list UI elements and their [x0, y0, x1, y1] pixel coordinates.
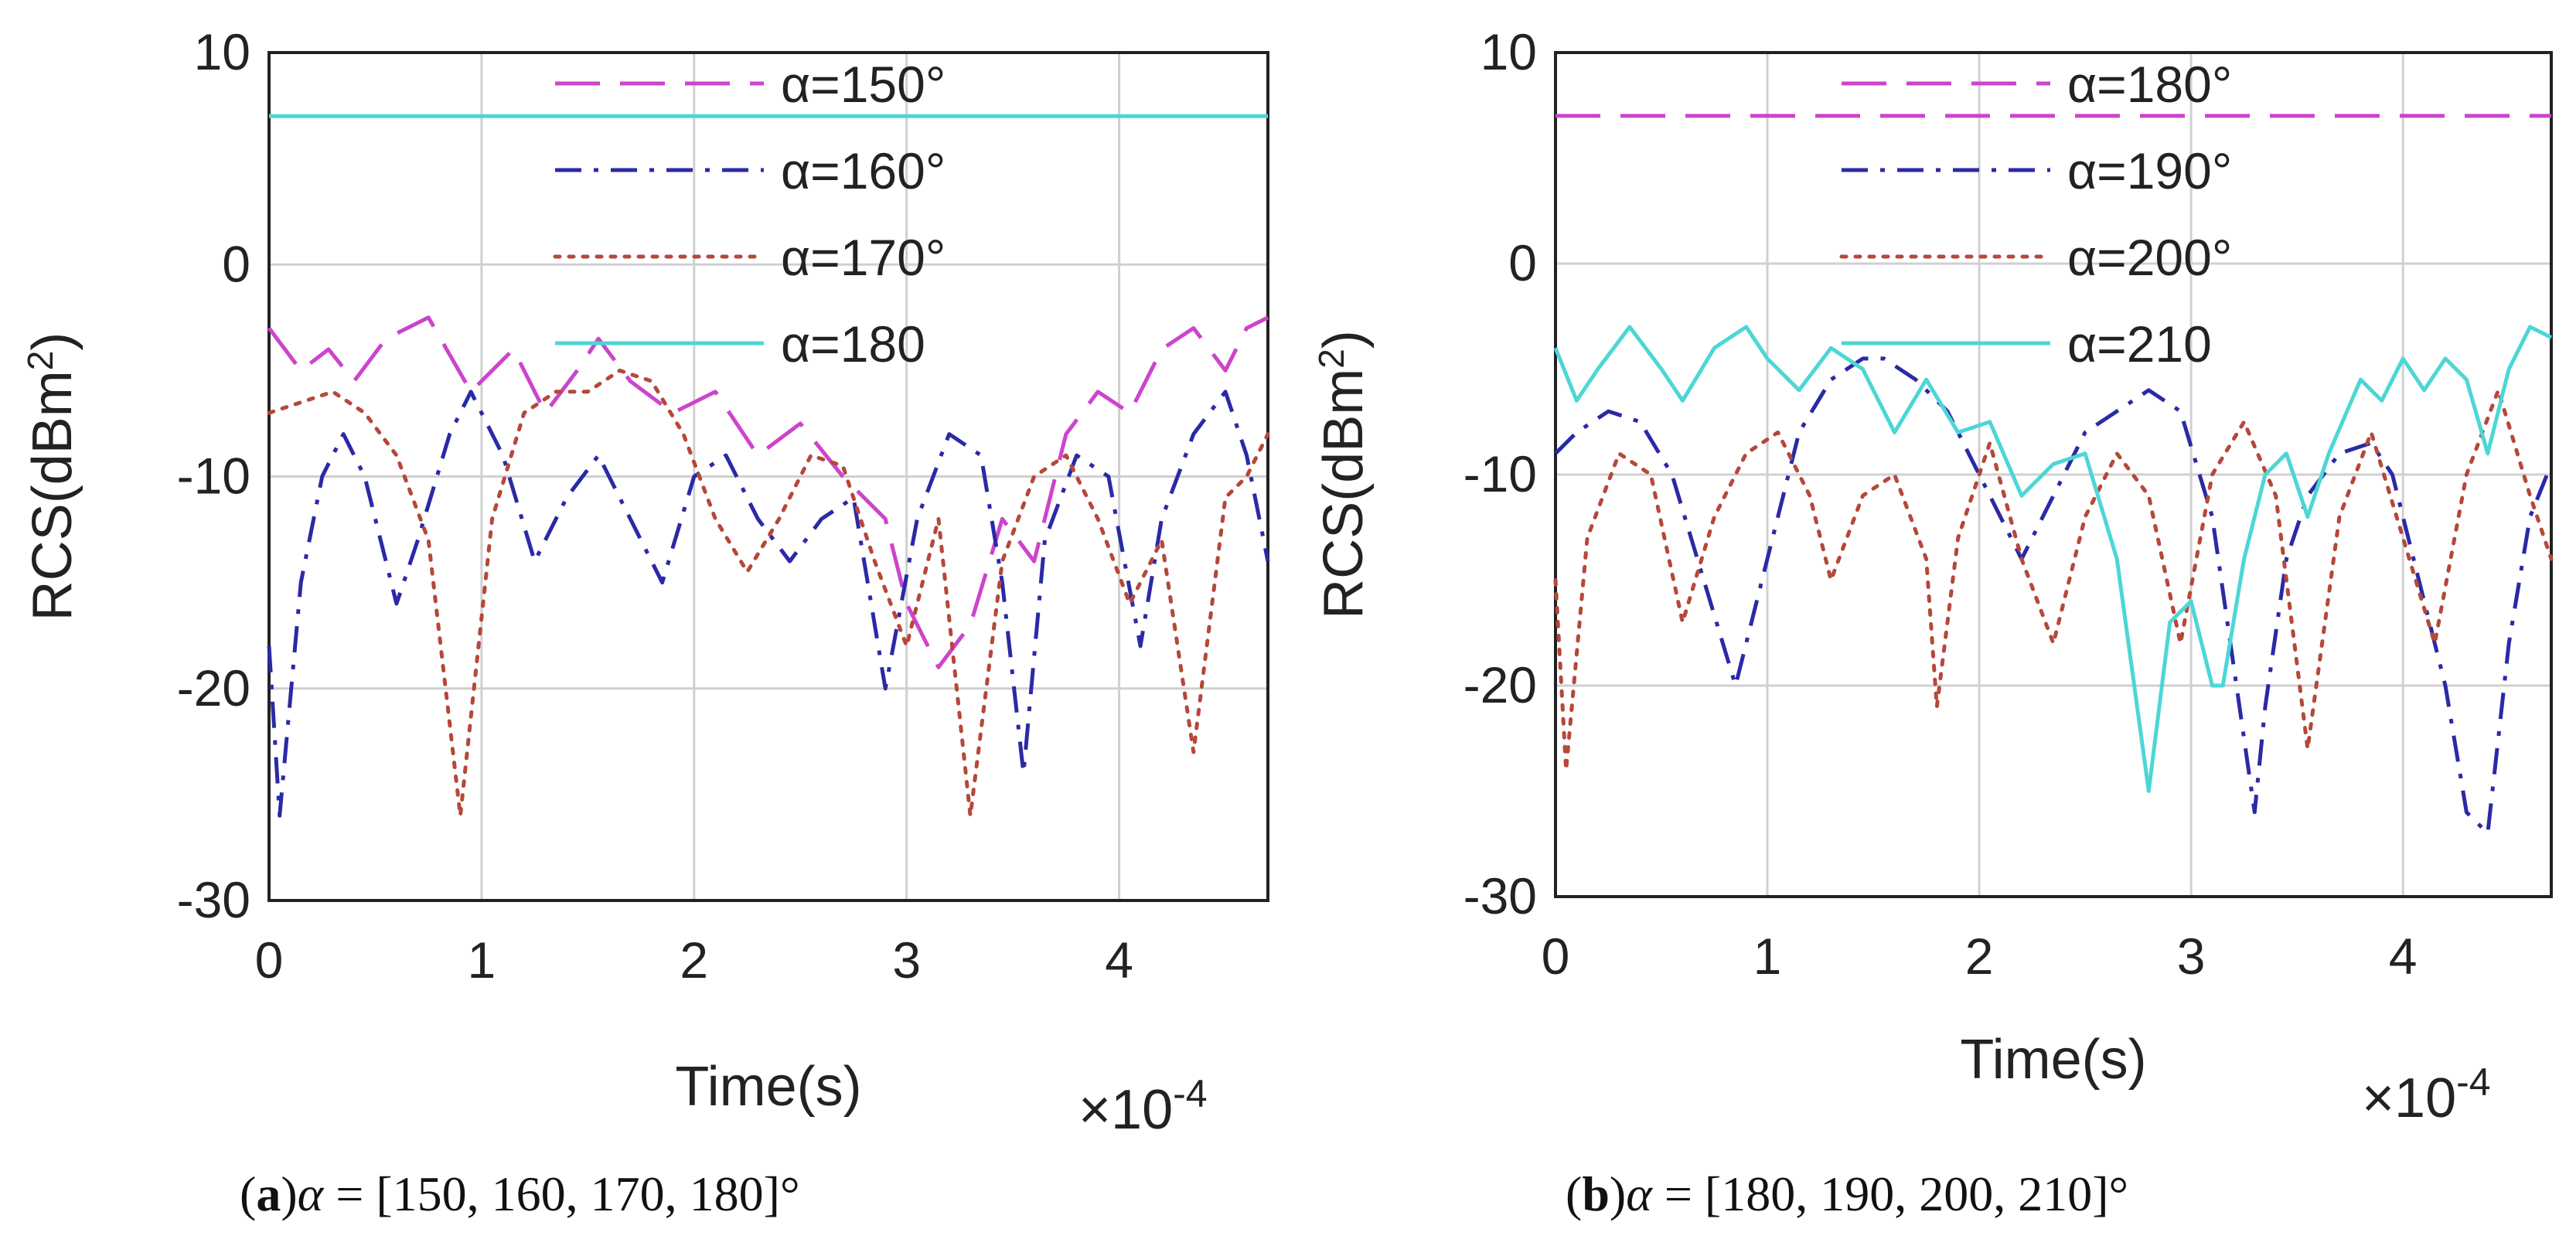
y-tick-label: -20	[1463, 656, 1537, 713]
y-tick-labels-a: 10 0 -10 -20 -30	[177, 23, 250, 928]
y-tick-label: -10	[177, 448, 250, 505]
plot-frame-b	[1554, 51, 2553, 898]
x-axis-multiplier-a: ×10-4	[1078, 1072, 1208, 1141]
legend-a: α=150° α=160° α=170° α=180	[553, 56, 946, 373]
y-tick-labels-b: 10 0 -10 -20 -30	[1463, 23, 1537, 924]
x-tick-label: 1	[1753, 928, 1782, 985]
series-group-a	[267, 114, 1270, 818]
x-tick-label: 3	[892, 931, 921, 989]
y-tick-label: 10	[194, 23, 250, 80]
plot-frame-a	[267, 51, 1269, 902]
legend-label-b-4: α=210	[2067, 315, 2212, 373]
series-line-a-2	[267, 390, 1270, 818]
x-tick-label: 2	[1965, 928, 1994, 985]
x-tick-labels-a: 0 1 2 3 4	[255, 931, 1133, 989]
series-group-b	[1553, 114, 2554, 836]
series-line-b-3	[1553, 388, 2554, 772]
y-tick-label: -10	[1463, 445, 1537, 502]
legend-label-b-2: α=190°	[2067, 142, 2232, 199]
legend-label-a-2: α=160°	[781, 142, 946, 199]
y-tick-label: -20	[177, 659, 250, 717]
x-tick-label: 4	[1105, 931, 1133, 989]
x-axis-label-a: Time(s)	[675, 1056, 861, 1118]
y-axis-label-b: RCS(dBm2)	[1311, 330, 1375, 619]
series-line-a-1	[267, 315, 1269, 669]
y-tick-label: 0	[1508, 234, 1537, 291]
x-axis-label-b: Time(s)	[1960, 1029, 2146, 1091]
x-tick-label: 3	[2177, 928, 2206, 985]
legend-label-b-3: α=200°	[2067, 229, 2232, 286]
caption-b: (b)α = [180, 190, 200, 210]°	[1566, 1166, 2128, 1221]
legend-label-a-4: α=180	[781, 315, 925, 373]
chart-a: α=150° α=160° α=170° α=180 10 0 -10 -20 -30 0 1 2…	[20, 23, 1270, 1141]
y-tick-label: 10	[1481, 23, 1537, 80]
y-tick-label: -30	[177, 871, 250, 928]
x-tick-label: 2	[680, 931, 708, 989]
legend-label-a-3: α=170°	[781, 229, 946, 286]
x-tick-label: 0	[1542, 928, 1570, 985]
x-tick-label: 4	[2389, 928, 2418, 985]
x-tick-label: 0	[255, 931, 284, 989]
series-line-b-4	[1553, 325, 2553, 793]
y-tick-label: -30	[1463, 867, 1537, 924]
legend-label-a-1: α=150°	[781, 56, 946, 113]
legend-label-b-1: α=180°	[2067, 56, 2232, 113]
y-tick-label: 0	[222, 235, 250, 292]
series-line-a-3	[267, 368, 1270, 818]
x-tick-label: 1	[468, 931, 496, 989]
x-axis-multiplier-b: ×10-4	[2362, 1060, 2491, 1129]
series-line-b-2	[1554, 356, 2554, 836]
chart-b: α=180° α=190° α=200° α=210 10 0 -10 -20 -30 0 1 2…	[1311, 23, 2554, 1129]
legend-b: α=180° α=190° α=200° α=210	[1839, 56, 2232, 373]
y-axis-label-a: RCS(dBm2)	[20, 332, 83, 621]
x-tick-labels-b: 0 1 2 3 4	[1542, 928, 2418, 985]
caption-a: (a)α = [150, 160, 170, 180]°	[240, 1166, 800, 1221]
